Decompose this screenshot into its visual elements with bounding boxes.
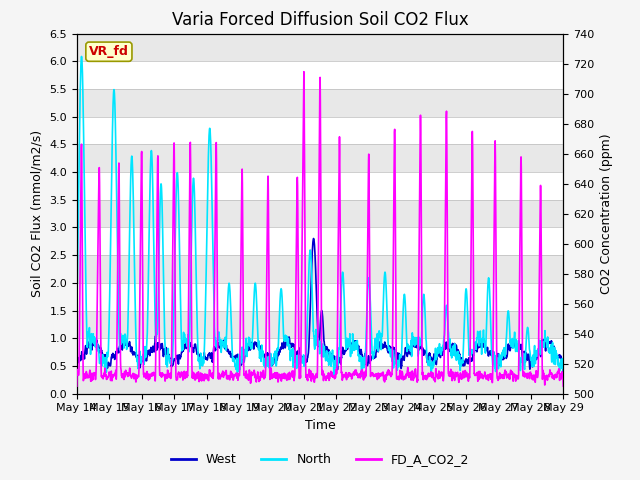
Bar xyxy=(77,311,563,338)
Bar xyxy=(77,144,563,172)
X-axis label: Time: Time xyxy=(305,419,335,432)
Bar xyxy=(77,255,563,283)
Text: VR_fd: VR_fd xyxy=(89,45,129,58)
Bar xyxy=(77,89,563,117)
Y-axis label: Soil CO2 Flux (mmol/m2/s): Soil CO2 Flux (mmol/m2/s) xyxy=(31,130,44,297)
Bar xyxy=(77,34,563,61)
Bar xyxy=(77,200,563,228)
Title: Varia Forced Diffusion Soil CO2 Flux: Varia Forced Diffusion Soil CO2 Flux xyxy=(172,11,468,29)
Legend: West, North, FD_A_CO2_2: West, North, FD_A_CO2_2 xyxy=(166,448,474,471)
Y-axis label: CO2 Concentration (ppm): CO2 Concentration (ppm) xyxy=(600,133,612,294)
Bar xyxy=(77,366,563,394)
